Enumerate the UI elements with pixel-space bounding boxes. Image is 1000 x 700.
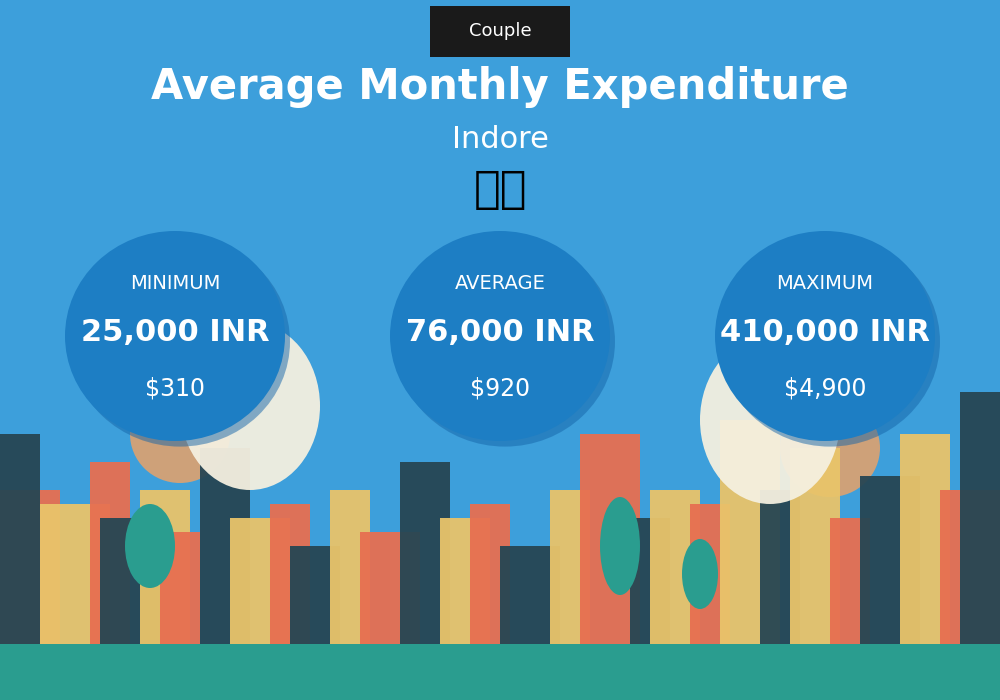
FancyBboxPatch shape (430, 6, 570, 57)
FancyBboxPatch shape (830, 518, 870, 644)
FancyBboxPatch shape (470, 504, 510, 644)
FancyBboxPatch shape (330, 490, 370, 644)
Ellipse shape (390, 231, 610, 441)
FancyBboxPatch shape (230, 518, 290, 644)
Ellipse shape (720, 237, 940, 447)
FancyBboxPatch shape (140, 490, 190, 644)
Text: 410,000 INR: 410,000 INR (720, 318, 930, 347)
Text: $920: $920 (470, 377, 530, 400)
Ellipse shape (125, 504, 175, 588)
Text: Indore: Indore (452, 125, 548, 155)
FancyBboxPatch shape (720, 420, 780, 644)
Text: 76,000 INR: 76,000 INR (406, 318, 594, 347)
FancyBboxPatch shape (940, 490, 1000, 644)
FancyBboxPatch shape (960, 392, 1000, 644)
FancyBboxPatch shape (0, 644, 1000, 700)
Ellipse shape (395, 237, 615, 447)
FancyBboxPatch shape (580, 434, 640, 644)
Ellipse shape (180, 322, 320, 490)
Text: Couple: Couple (469, 22, 531, 41)
Ellipse shape (780, 399, 880, 497)
FancyBboxPatch shape (860, 476, 920, 644)
FancyBboxPatch shape (900, 434, 950, 644)
FancyBboxPatch shape (270, 504, 310, 644)
Ellipse shape (600, 497, 640, 595)
FancyBboxPatch shape (790, 448, 840, 644)
FancyBboxPatch shape (650, 490, 700, 644)
FancyBboxPatch shape (100, 518, 160, 644)
FancyBboxPatch shape (440, 518, 490, 644)
FancyBboxPatch shape (0, 490, 60, 644)
FancyBboxPatch shape (690, 504, 730, 644)
Ellipse shape (70, 237, 290, 447)
Text: MINIMUM: MINIMUM (130, 274, 220, 293)
FancyBboxPatch shape (40, 504, 110, 644)
Text: $4,900: $4,900 (784, 377, 866, 400)
Text: AVERAGE: AVERAGE (455, 274, 545, 293)
Text: 25,000 INR: 25,000 INR (81, 318, 269, 347)
FancyBboxPatch shape (160, 532, 200, 644)
FancyBboxPatch shape (90, 462, 130, 644)
Ellipse shape (65, 231, 285, 441)
FancyBboxPatch shape (400, 462, 450, 644)
FancyBboxPatch shape (290, 546, 340, 644)
FancyBboxPatch shape (360, 532, 420, 644)
FancyBboxPatch shape (630, 518, 670, 644)
FancyBboxPatch shape (550, 490, 590, 644)
Ellipse shape (130, 385, 230, 483)
Ellipse shape (700, 336, 840, 504)
FancyBboxPatch shape (0, 434, 40, 644)
FancyBboxPatch shape (760, 490, 800, 644)
Text: $310: $310 (145, 377, 205, 400)
FancyBboxPatch shape (200, 448, 250, 644)
FancyBboxPatch shape (500, 546, 560, 644)
Text: Average Monthly Expenditure: Average Monthly Expenditure (151, 66, 849, 108)
Text: 🇮🇳: 🇮🇳 (473, 167, 527, 211)
Ellipse shape (682, 539, 718, 609)
Text: MAXIMUM: MAXIMUM (776, 274, 874, 293)
Ellipse shape (715, 231, 935, 441)
